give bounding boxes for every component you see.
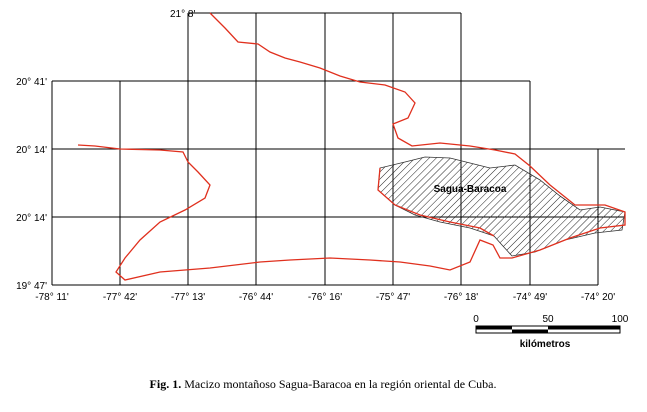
region-label: Sagua-Baracoa [434, 184, 507, 195]
scale-tick-label: 50 [542, 314, 554, 325]
scale-tick-label: 100 [612, 314, 629, 325]
lat-label: 20° 41' [16, 77, 47, 88]
scale-unit: kilómetros [520, 339, 571, 350]
lat-label: 20° 14' [16, 145, 47, 156]
lon-label: -77° 42' [103, 292, 137, 303]
lon-label: -76° 18' [444, 292, 478, 303]
lon-label: -76° 44' [239, 292, 273, 303]
coastline [77, 12, 626, 281]
lat-label: 19° 47' [16, 281, 47, 292]
lon-labels: -78° 11' -77° 42' -77° 13' -76° 44' -76° 16'… [35, 292, 615, 303]
lat-label: 20° 14' [16, 213, 47, 224]
scale-tick-label: 0 [473, 314, 479, 325]
lon-label: -77° 13' [171, 292, 205, 303]
lon-label: -78° 11' [35, 292, 69, 303]
scale-bar [475, 325, 621, 334]
lon-label: -74° 20' [581, 292, 615, 303]
lat-labels: 20° 41' 20° 14' 20° 14' 19° 47' [16, 77, 47, 292]
caption: Fig. 1. Macizo montañoso Sagua-Baracoa e… [150, 377, 497, 391]
hatched-region [377, 156, 626, 257]
top-lat-label: 21° 8' [170, 9, 195, 20]
caption-label: Fig. 1. [150, 377, 182, 391]
lon-label: -76° 16' [308, 292, 342, 303]
scale-labels: 0 50 100 [473, 314, 629, 325]
lon-label: -75° 47' [376, 292, 410, 303]
lon-label: -74° 49' [513, 292, 547, 303]
coastline-south-east [377, 167, 495, 237]
caption-text: Macizo montañoso Sagua-Baracoa en la reg… [184, 377, 496, 391]
